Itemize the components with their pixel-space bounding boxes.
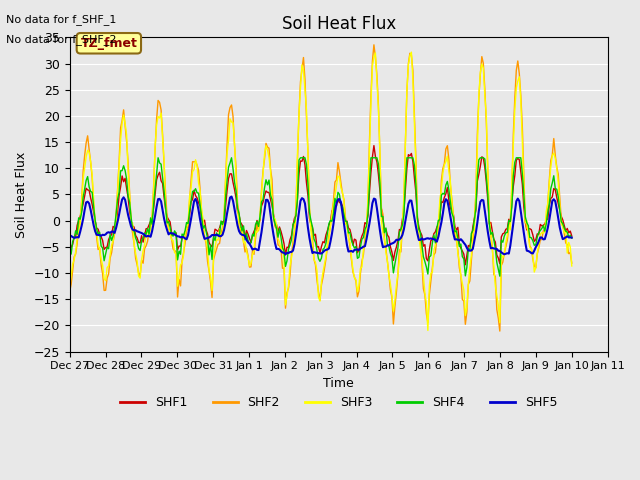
- SHF5: [228, 193, 236, 199]
- Text: TZ_fmet: TZ_fmet: [81, 37, 138, 50]
- SHF4: [568, 235, 575, 241]
- SHF3: [66, 284, 74, 290]
- SHF4: [484, 192, 492, 197]
- Text: No data for f_SHF_1: No data for f_SHF_1: [6, 14, 116, 25]
- SHF3: [408, 49, 415, 55]
- SHF1: [370, 143, 378, 148]
- SHF5: [500, 252, 508, 257]
- SHF3: [424, 327, 432, 333]
- SHF4: [72, 228, 79, 234]
- SHF1: [461, 262, 469, 268]
- SHF5: [349, 249, 356, 255]
- Line: SHF2: SHF2: [70, 45, 572, 331]
- X-axis label: Time: Time: [323, 377, 354, 390]
- SHF2: [568, 260, 575, 266]
- SHF3: [177, 262, 184, 267]
- Line: SHF1: SHF1: [70, 145, 572, 265]
- SHF4: [66, 250, 74, 256]
- SHF3: [486, 218, 493, 224]
- SHF5: [72, 235, 79, 240]
- SHF2: [496, 328, 504, 334]
- SHF4: [478, 155, 486, 161]
- SHF4: [349, 242, 356, 248]
- SHF1: [216, 225, 223, 231]
- SHF1: [479, 155, 487, 161]
- SHF5: [478, 197, 486, 203]
- SHF1: [486, 221, 493, 227]
- Title: Soil Heat Flux: Soil Heat Flux: [282, 15, 396, 33]
- SHF2: [370, 42, 378, 48]
- SHF5: [66, 234, 74, 240]
- SHF5: [484, 229, 492, 235]
- SHF2: [478, 54, 486, 60]
- Line: SHF4: SHF4: [70, 158, 572, 276]
- SHF1: [177, 243, 184, 249]
- SHF2: [66, 289, 74, 295]
- SHF3: [348, 254, 355, 260]
- Line: SHF5: SHF5: [70, 196, 572, 254]
- SHF5: [177, 235, 184, 240]
- Y-axis label: Soil Heat Flux: Soil Heat Flux: [15, 151, 28, 238]
- Line: SHF3: SHF3: [70, 52, 572, 330]
- SHF1: [568, 233, 575, 239]
- SHF4: [217, 218, 225, 224]
- SHF2: [177, 283, 184, 289]
- SHF1: [72, 234, 79, 240]
- SHF3: [568, 263, 575, 269]
- SHF4: [178, 231, 186, 237]
- SHF3: [72, 249, 79, 255]
- SHF2: [484, 169, 492, 175]
- SHF2: [72, 251, 79, 257]
- SHF3: [216, 226, 223, 231]
- SHF3: [479, 65, 487, 71]
- SHF2: [348, 257, 355, 263]
- Legend: SHF1, SHF2, SHF3, SHF4, SHF5: SHF1, SHF2, SHF3, SHF4, SHF5: [115, 391, 562, 414]
- SHF2: [216, 240, 223, 246]
- SHF1: [66, 247, 74, 253]
- Text: No data for f_SHF_2: No data for f_SHF_2: [6, 34, 117, 45]
- SHF4: [154, 155, 162, 161]
- SHF1: [348, 233, 355, 239]
- SHF4: [496, 273, 504, 279]
- SHF5: [568, 235, 575, 240]
- SHF5: [216, 233, 223, 239]
